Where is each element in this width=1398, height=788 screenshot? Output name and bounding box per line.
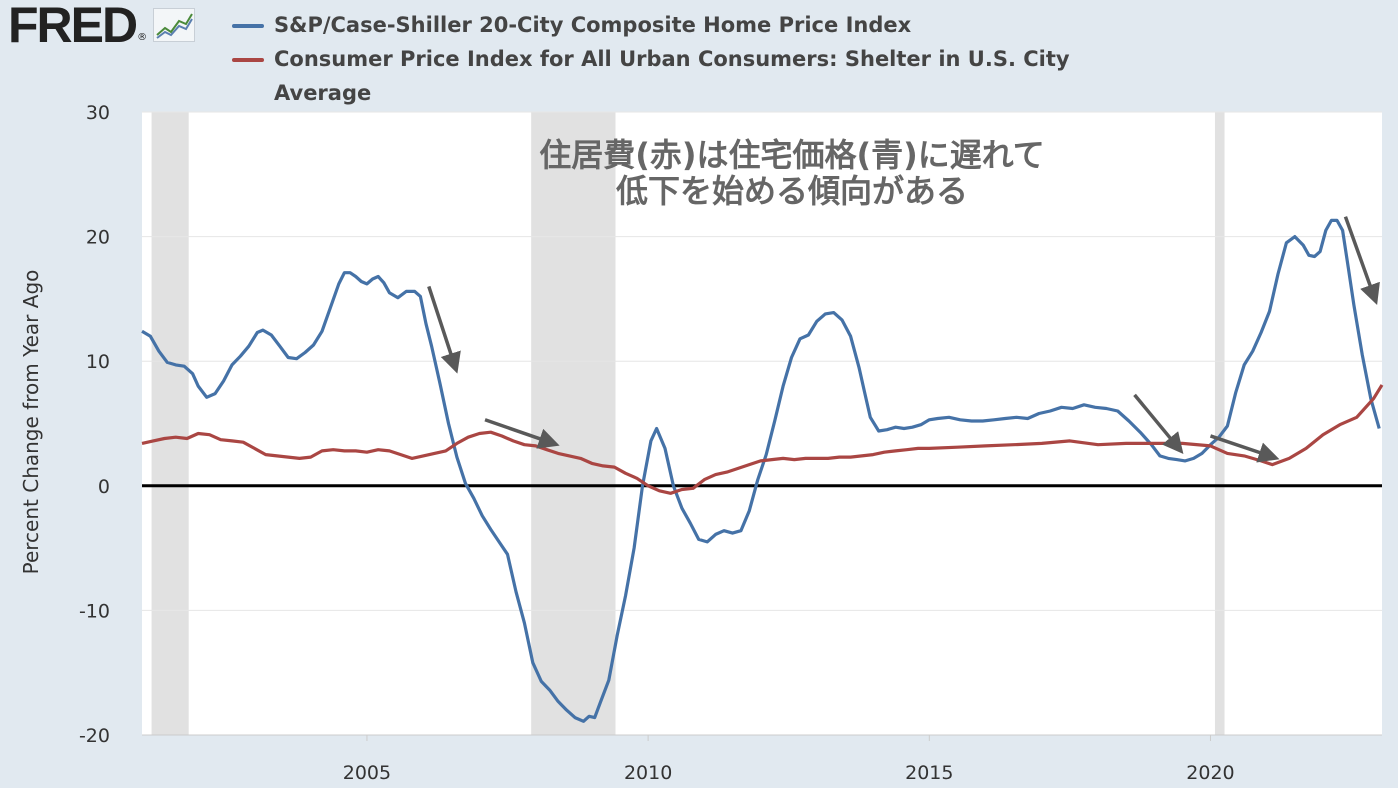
fred-logo[interactable]: FRED ® [8, 0, 196, 53]
registered-mark: ® [137, 32, 148, 43]
legend-label-case-shiller: S&P/Case-Shiller 20-City Composite Home … [274, 13, 912, 37]
x-tick-label: 2010 [624, 762, 672, 784]
legend-item-case-shiller[interactable]: S&P/Case-Shiller 20-City Composite Home … [232, 8, 1112, 42]
recession-band-1 [531, 112, 616, 735]
fred-chart-icon [153, 8, 196, 42]
legend-item-cpi-shelter[interactable]: Consumer Price Index for All Urban Consu… [232, 42, 1112, 110]
x-tick-label: 2015 [905, 762, 953, 784]
annotation-arrow-4 [1343, 216, 1380, 306]
recession-band-2 [1214, 112, 1225, 735]
fred-logo-text: FRED [8, 0, 138, 53]
legend-swatch-blue [232, 24, 264, 28]
y-tick-label: 30 [86, 102, 110, 124]
y-tick-label: 20 [86, 227, 110, 249]
annotation-arrow-1 [484, 418, 560, 449]
annotation-arrow-3 [1209, 434, 1280, 463]
annotation-line-2: 低下を始める傾向がある [616, 172, 968, 210]
recession-band-0 [151, 112, 189, 735]
series-line-cpi-shelter [141, 384, 1384, 495]
legend-swatch-red [232, 58, 264, 62]
y-axis-label: Percent Change from Year Ago [19, 270, 43, 575]
annotation-arrow-2 [1133, 393, 1184, 455]
chart-legend: S&P/Case-Shiller 20-City Composite Home … [232, 8, 1112, 110]
plot-area [142, 112, 1382, 735]
y-tick-label: 10 [86, 351, 110, 373]
y-tick-label: -20 [79, 725, 110, 747]
x-tick-label: 2005 [343, 762, 391, 784]
series-line-case-shiller [141, 218, 1381, 723]
x-tick-label: 2020 [1186, 762, 1234, 784]
annotation-line-1: 住居費(赤)は住宅価格(青)に遅れて [539, 136, 1045, 174]
y-tick-label: -10 [79, 600, 110, 622]
legend-label-cpi-shelter: Consumer Price Index for All Urban Consu… [274, 47, 1070, 105]
annotation-arrow-0 [427, 285, 461, 374]
y-tick-label: 0 [98, 476, 110, 498]
